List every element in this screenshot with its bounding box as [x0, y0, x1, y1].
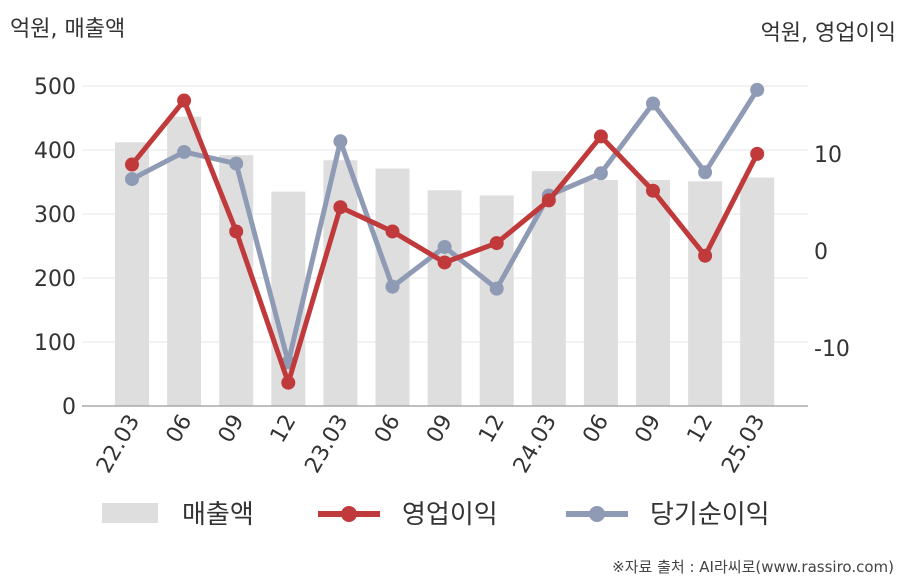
point-operating-profit — [489, 236, 504, 251]
left-tick-label: 500 — [34, 75, 76, 100]
bar-sales — [583, 180, 618, 406]
x-tick-label: 12 — [474, 411, 510, 448]
bar-sales — [740, 177, 775, 406]
point-operating-profit — [333, 200, 348, 215]
legend-label-net-income: 당기순이익 — [650, 500, 770, 530]
point-net-income — [646, 96, 660, 111]
bar-sales — [167, 116, 202, 406]
bar-sales — [219, 155, 254, 406]
x-tick-label: 12 — [266, 411, 302, 448]
legend: 매출액 영업이익 당기순이익 — [102, 500, 770, 530]
legend-marker-operating-profit — [341, 506, 357, 522]
x-tick-label: 06 — [578, 411, 614, 448]
point-net-income — [125, 172, 139, 187]
left-tick-label: 100 — [34, 331, 76, 356]
right-tick-label: -10 — [814, 337, 850, 362]
legend-swatch-sales — [102, 503, 158, 523]
x-tick-label: 06 — [162, 411, 198, 448]
point-net-income — [385, 279, 400, 294]
point-net-income — [437, 239, 452, 254]
point-net-income — [593, 166, 608, 181]
point-operating-profit — [541, 193, 556, 208]
bar-sales — [479, 195, 514, 406]
x-tick-label: 09 — [214, 411, 250, 448]
point-operating-profit — [593, 129, 608, 144]
right-tick-label: 10 — [814, 143, 842, 168]
point-net-income — [489, 281, 504, 296]
point-operating-profit — [177, 93, 192, 108]
bar-sales — [688, 181, 723, 406]
x-tick-label: 23.03 — [300, 411, 353, 478]
point-net-income — [750, 82, 765, 97]
right-tick-label: 0 — [814, 240, 828, 265]
x-tick-label: 12 — [683, 411, 719, 448]
point-net-income — [229, 156, 244, 171]
point-operating-profit — [385, 224, 400, 239]
left-tick-label: 0 — [62, 395, 76, 420]
left-tick-label: 400 — [34, 139, 76, 164]
point-operating-profit — [229, 224, 244, 239]
left-tick-label: 200 — [34, 267, 76, 292]
point-operating-profit — [125, 157, 139, 172]
line-series — [125, 82, 765, 390]
right-axis-title: 억원, 영업이익 — [761, 21, 896, 46]
bar-sales — [636, 180, 670, 406]
point-operating-profit — [750, 146, 765, 161]
x-tick-label: 09 — [422, 411, 458, 448]
x-tick-label: 24.03 — [509, 411, 562, 478]
point-net-income — [177, 144, 192, 159]
bar-sales — [427, 190, 462, 406]
x-tick-label: 06 — [370, 411, 406, 448]
bar-sales — [115, 142, 149, 406]
point-operating-profit — [646, 183, 660, 198]
point-operating-profit — [698, 248, 713, 263]
x-tick-label: 09 — [631, 411, 667, 448]
point-operating-profit — [281, 375, 296, 390]
left-tick-label: 300 — [34, 203, 76, 228]
legend-marker-net-income — [589, 506, 605, 522]
bar-sales — [271, 191, 306, 406]
x-tick-label: 22.03 — [92, 411, 145, 478]
legend-label-sales: 매출액 — [182, 500, 254, 530]
point-operating-profit — [437, 255, 452, 270]
legend-label-operating-profit: 영업이익 — [402, 500, 498, 530]
source-note: ※자료 출처 : AI라씨로(www.rassiro.com) — [612, 558, 894, 576]
point-net-income — [333, 134, 348, 149]
left-axis-title: 억원, 매출액 — [10, 17, 125, 42]
x-tick-label: 25.03 — [717, 411, 770, 478]
point-net-income — [698, 165, 713, 180]
